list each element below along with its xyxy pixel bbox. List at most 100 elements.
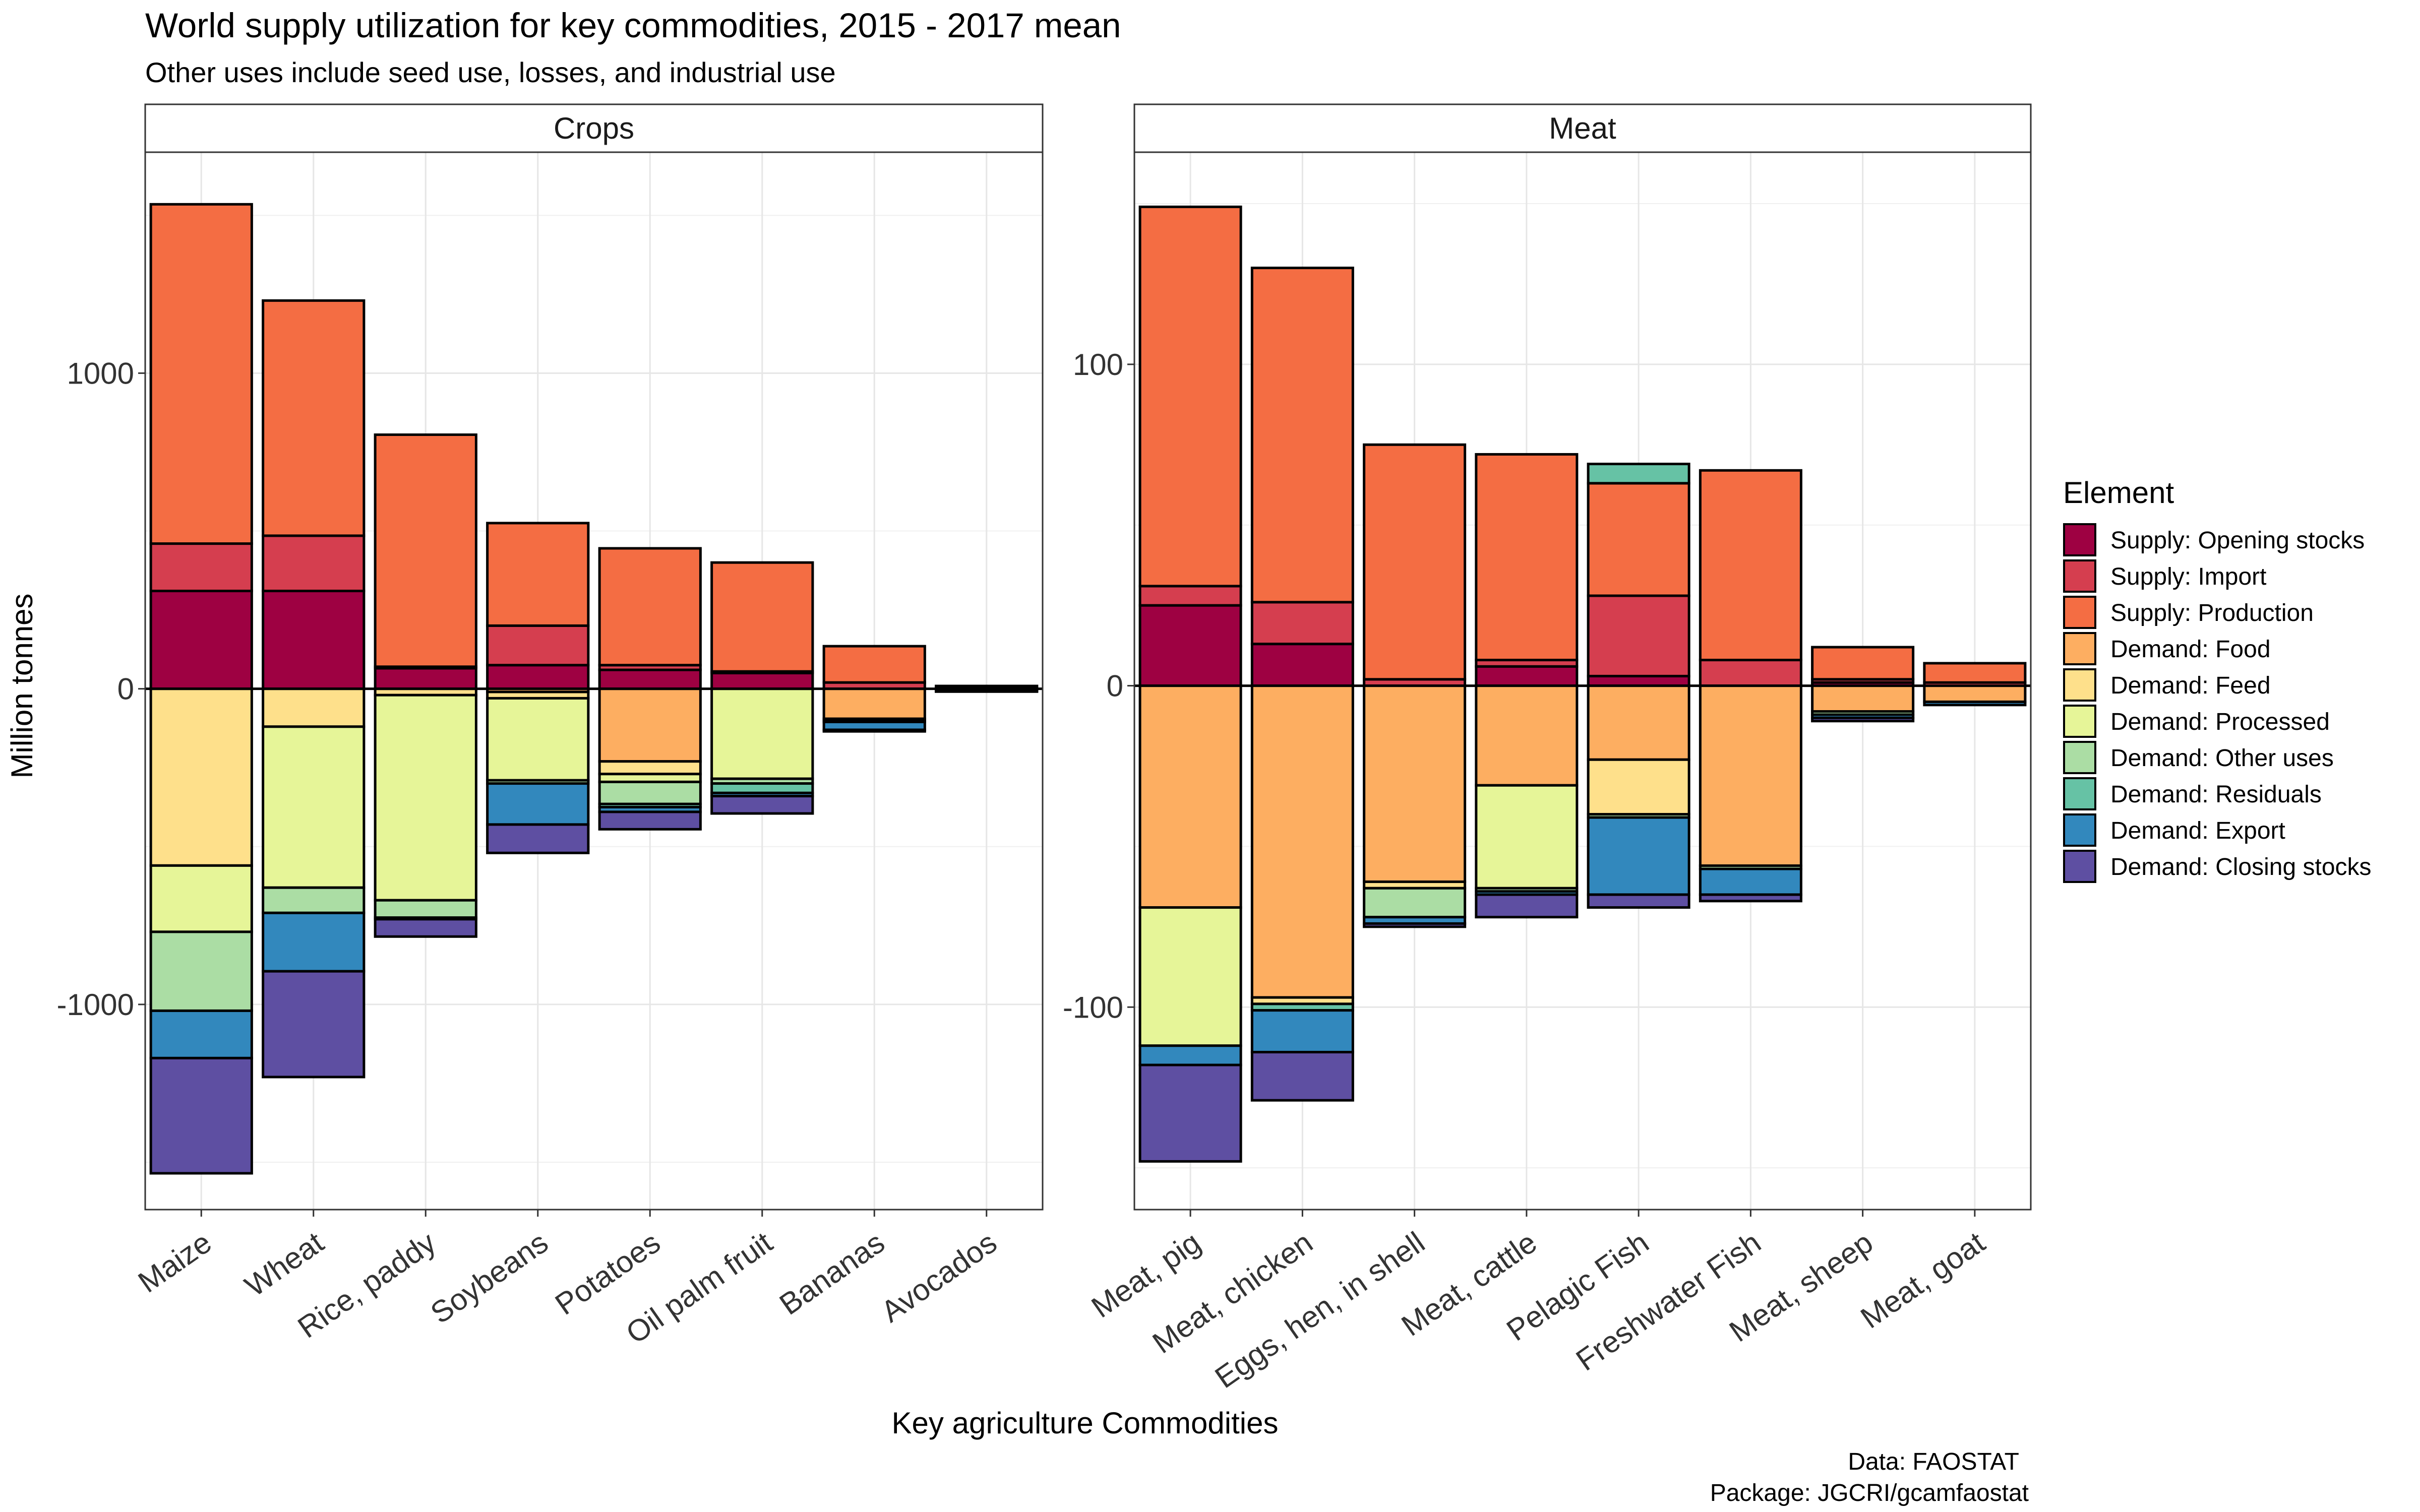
bar-segment-bananas-demand-closing-stocks: [822, 728, 926, 733]
bar-segment-oil-palm-fruit-demand-processed: [710, 687, 814, 780]
legend-label-demand-residuals: Demand: Residuals: [2110, 781, 2322, 808]
legend-label-demand-processed: Demand: Processed: [2110, 709, 2330, 735]
bar-segment-freshwater-fish-supply-import: [1699, 659, 1802, 687]
bar-segment-meat-pig-supply-opening-stocks: [1138, 604, 1242, 687]
bar-segment-meat-chicken-demand-closing-stocks: [1250, 1051, 1354, 1102]
y-tick-label-meat: 0: [1107, 669, 1123, 703]
x-tick-label-avocados: Avocados: [875, 1225, 1003, 1329]
x-axis-title: Key agriculture Commodities: [892, 1406, 1279, 1440]
bar-segment-meat-chicken-demand-food: [1250, 684, 1354, 999]
bar-segment-meat-cattle-demand-food: [1475, 684, 1579, 787]
x-tick-label-bananas: Bananas: [773, 1225, 890, 1321]
bar-segment-wheat-demand-closing-stocks: [262, 970, 366, 1079]
bar-segment-soybeans-supply-opening-stocks: [486, 664, 590, 690]
bar-segment-meat-pig-demand-food: [1138, 684, 1242, 909]
bar-segment-oil-palm-fruit-demand-residuals: [710, 782, 814, 794]
legend: Element Supply: Opening stocks Supply: Im…: [2063, 476, 2372, 883]
legend-key-supply-import: [2063, 559, 2096, 593]
y-axis-title: Million tonnes: [5, 594, 39, 779]
bar-segment-meat-goat-demand-food: [1923, 684, 2027, 703]
bar-segment-meat-pig-demand-export: [1138, 1044, 1242, 1066]
bar-segment-pelagic-fish-demand-food: [1587, 684, 1690, 761]
bar-segment-maize-demand-processed: [149, 864, 253, 933]
legend-key-demand-residuals: [2063, 777, 2096, 810]
bar-segment-rice-paddy-demand-processed: [374, 694, 477, 902]
bar-segment-pelagic-fish-demand-export: [1587, 816, 1690, 896]
bar-segment-meat-pig-demand-processed: [1138, 906, 1242, 1047]
bar-segment-bananas-supply-production: [822, 645, 926, 684]
bar-segment-wheat-supply-import: [262, 534, 366, 593]
panel-border-meat: [1133, 151, 2032, 1211]
bar-segment-meat-chicken-supply-production: [1250, 267, 1354, 604]
bar-segment-meat-goat-supply-production: [1923, 662, 2027, 684]
bar-segment-wheat-supply-production: [262, 299, 366, 537]
facet-label-crops: Crops: [554, 111, 634, 145]
bar-segment-potatoes-demand-other-uses: [598, 780, 702, 805]
caption-line-2: Package: JGCRI/gcamfaostat: [1710, 1480, 2029, 1506]
bar-segment-oil-palm-fruit-demand-closing-stocks: [710, 795, 814, 815]
bar-segment-meat-cattle-demand-processed: [1475, 784, 1579, 890]
bar-segment-soybeans-demand-processed: [486, 697, 590, 782]
chart-subtitle: Other uses include seed use, losses, and…: [145, 56, 836, 88]
bar-segment-potatoes-demand-food: [598, 687, 702, 763]
legend-label-supply-import: Supply: Import: [2110, 563, 2266, 590]
bar-segment-maize-demand-closing-stocks: [149, 1056, 253, 1175]
y-tick-label-crops: 1000: [67, 356, 134, 390]
x-tick-label-meat-goat: Meat, goat: [1854, 1225, 1991, 1335]
bar-segment-meat-pig-demand-closing-stocks: [1138, 1063, 1242, 1163]
bar-segment-eggs-hen-in-shell-demand-closing-stocks: [1363, 922, 1467, 928]
x-tick-label-maize: Maize: [132, 1225, 218, 1299]
bar-segment-meat-sheep-demand-closing-stocks: [1811, 716, 1915, 723]
bar-segment-meat-pig-supply-production: [1138, 205, 1242, 588]
bar-segment-wheat-demand-feed: [262, 687, 366, 728]
bar-segment-soybeans-supply-import: [486, 624, 590, 667]
legend-key-demand-feed: [2063, 668, 2096, 702]
bar-segment-soybeans-demand-closing-stocks: [486, 823, 590, 854]
y-tick-label-meat: -100: [1063, 990, 1123, 1024]
bar-segment-pelagic-fish-supply-import: [1587, 594, 1690, 677]
bar-segment-maize-demand-export: [149, 1009, 253, 1059]
bar-segment-meat-sheep-supply-production: [1811, 646, 1915, 681]
y-tick-label-crops: -1000: [57, 988, 134, 1022]
legend-key-demand-other-uses: [2063, 741, 2096, 774]
bar-segment-meat-pig-supply-import: [1138, 585, 1242, 607]
legend-label-demand-other-uses: Demand: Other uses: [2110, 745, 2334, 772]
x-tick-label-soybeans: Soybeans: [425, 1225, 554, 1330]
y-tick-label-crops: 0: [117, 672, 134, 706]
bar-segment-oil-palm-fruit-supply-production: [710, 561, 814, 673]
bar-segment-maize-demand-feed: [149, 687, 253, 867]
y-tick-label-meat: 100: [1073, 348, 1123, 382]
bar-segment-rice-paddy-demand-closing-stocks: [374, 918, 477, 938]
x-tick-label-wheat: Wheat: [238, 1225, 330, 1303]
chart-title: World supply utilization for key commodi…: [145, 6, 1121, 45]
bar-segment-avocados-demand-closing-stocks: [935, 690, 1039, 693]
bar-segment-freshwater-fish-supply-production: [1699, 469, 1802, 662]
legend-label-supply-opening-stocks: Supply: Opening stocks: [2110, 527, 2365, 554]
legend-label-demand-feed: Demand: Feed: [2110, 672, 2271, 699]
bar-segment-potatoes-demand-closing-stocks: [598, 810, 702, 831]
bar-segment-wheat-supply-opening-stocks: [262, 590, 366, 690]
bar-segment-soybeans-supply-production: [486, 522, 590, 627]
bar-segment-rice-paddy-supply-production: [374, 433, 477, 668]
bar-segment-meat-goat-demand-export: [1923, 700, 2027, 707]
bar-segment-wheat-demand-processed: [262, 725, 366, 889]
x-tick-label-eggs-hen-in-shell: Eggs, hen, in shell: [1209, 1225, 1431, 1395]
legend-key-demand-food: [2063, 632, 2096, 665]
bar-segment-maize-supply-production: [149, 203, 253, 545]
bar-segment-pelagic-fish-demand-residuals: [1587, 463, 1690, 485]
legend-title: Element: [2063, 476, 2174, 510]
bar-segment-pelagic-fish-demand-closing-stocks: [1587, 893, 1690, 909]
bar-segment-meat-chicken-supply-opening-stocks: [1250, 643, 1354, 687]
bar-segment-bananas-demand-food: [822, 687, 926, 720]
legend-label-demand-food: Demand: Food: [2110, 636, 2271, 663]
bar-segment-meat-cattle-supply-opening-stocks: [1475, 665, 1579, 687]
bar-segment-potatoes-demand-feed: [598, 760, 702, 776]
bar-segment-pelagic-fish-demand-feed: [1587, 758, 1690, 816]
bar-segment-meat-chicken-demand-export: [1250, 1009, 1354, 1054]
bar-segment-maize-supply-import: [149, 542, 253, 593]
legend-key-demand-closing-stocks: [2063, 850, 2096, 883]
caption-line-1: Data: FAOSTAT: [1848, 1448, 2019, 1475]
bar-segment-potatoes-supply-opening-stocks: [598, 668, 702, 690]
